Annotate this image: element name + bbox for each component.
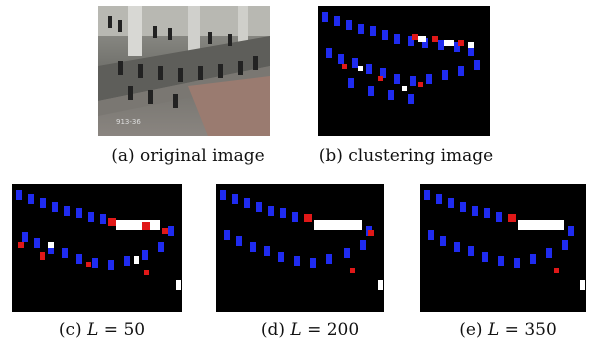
caption-c: (c) L = 50	[58, 320, 146, 340]
caption-a: (a) original image	[111, 146, 265, 166]
caption-d: (d) L = 200	[260, 320, 360, 340]
result-map-d	[216, 184, 384, 312]
caption-b: (b) clustering image	[318, 146, 494, 166]
caption-e: (e) L = 350	[459, 320, 557, 340]
clustering-map	[318, 6, 490, 136]
panel-b-clustering-image	[318, 6, 490, 136]
panel-c-l50	[12, 184, 182, 312]
timestamp-stamp: 913-36	[116, 118, 141, 126]
result-map-e	[420, 184, 586, 312]
panel-a-original-image: 913-36	[98, 6, 270, 136]
escalator-photo: 913-36	[98, 6, 270, 136]
panel-e-l350	[420, 184, 586, 312]
panel-d-l200	[216, 184, 384, 312]
result-map-c	[12, 184, 182, 312]
